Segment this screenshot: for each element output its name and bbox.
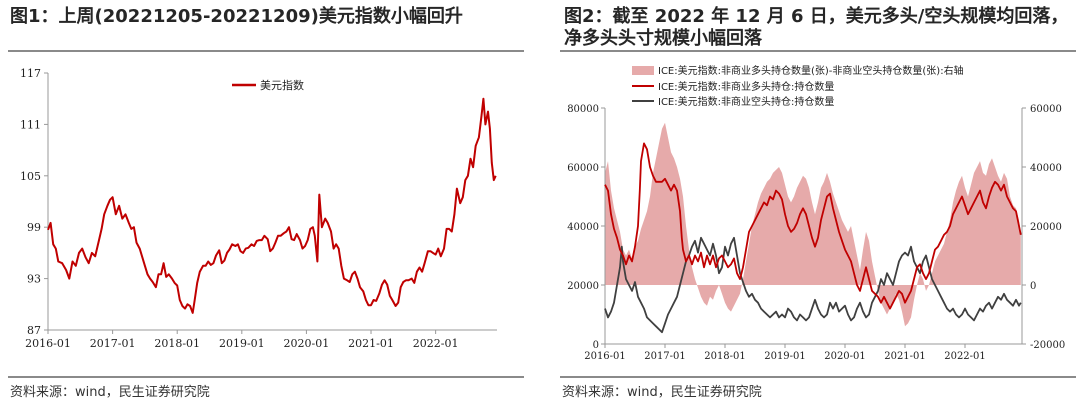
left-x-tick-label: 2017-01 <box>90 337 136 350</box>
left-x-tick-label: 2021-01 <box>348 337 394 350</box>
right-left-y-tick-label: 80000 <box>567 104 599 115</box>
right-source-note: 资料来源：wind，民生证券研究院 <box>562 385 762 400</box>
right-x-tick-label: 2019-01 <box>764 351 806 362</box>
right-figure-title: 图2：截至 2022 年 12 月 6 日，美元多头/空头规模均回落，净多头头寸… <box>564 6 1069 49</box>
left-legend-label: 美元指数 <box>260 78 304 92</box>
right-legend-label-long: ICE:美元指数:非商业多头持仓:持仓数量 <box>658 80 834 93</box>
right-left-y-tick-label: 0 <box>593 340 599 351</box>
right-x-tick-label: 2018-01 <box>704 351 746 362</box>
right-series-area-net-position <box>605 122 1021 327</box>
right-figure-panel: 图2：截至 2022 年 12 月 6 日，美元多头/空头规模均回落，净多头头寸… <box>552 0 1080 403</box>
right-right-y-tick-label: 20000 <box>1030 222 1062 233</box>
right-x-tick-label: 2022-01 <box>944 351 986 362</box>
left-dollar-index-chart: 87 93 99 105 111 117 2016-01 2017-01 2018-01 2019… <box>20 67 497 350</box>
left-title-rule <box>8 50 524 52</box>
left-source-note: 资料来源：wind，民生证券研究院 <box>10 385 210 400</box>
right-legend-label-short: ICE:美元指数:非商业空头持仓:持仓数量 <box>658 95 834 108</box>
left-y-tick-label: 93 <box>27 273 41 286</box>
right-x-tick-label: 2016-01 <box>584 351 626 362</box>
left-x-tick-label: 2018-01 <box>154 337 200 350</box>
left-x-tick-label: 2016-01 <box>25 337 71 350</box>
right-title-rule <box>560 50 1076 52</box>
left-x-tick-label: 2020-01 <box>284 337 330 350</box>
right-legend-label-area: ICE:美元指数:非商业多头持仓数量(张)-非商业空头持仓数量(张):右轴 <box>658 64 964 77</box>
left-source-rule <box>8 376 524 378</box>
right-right-y-tick-label: 40000 <box>1030 163 1062 174</box>
right-left-y-tick-label: 60000 <box>567 163 599 174</box>
left-series-line-dollar-index <box>47 97 497 314</box>
left-y-tick-label: 87 <box>27 324 41 337</box>
left-figure-panel: 图1：上周(20221205-20221209)美元指数小幅回升 87 93 99 1… <box>0 0 528 403</box>
right-x-tick-label: 2017-01 <box>644 351 686 362</box>
right-right-y-tick-label: 60000 <box>1030 104 1062 115</box>
right-positions-chart: 0 20000 40000 60000 80000 -20000 0 20000 40000 60… <box>567 64 1065 362</box>
right-left-y-tick-label: 40000 <box>567 222 599 233</box>
left-figure-title: 图1：上周(20221205-20221209)美元指数小幅回升 <box>10 6 463 27</box>
left-y-tick-label: 105 <box>20 170 41 183</box>
right-source-rule <box>560 376 1076 378</box>
right-left-y-tick-label: 20000 <box>567 281 599 292</box>
right-right-y-tick-label: -20000 <box>1030 340 1065 351</box>
right-series-line-short-positions <box>604 236 1022 334</box>
left-x-tick-label: 2022-01 <box>413 337 459 350</box>
right-legend-swatch-area <box>632 66 654 75</box>
right-x-tick-label: 2021-01 <box>884 351 926 362</box>
right-series-line-long-positions <box>604 142 1022 310</box>
right-right-y-tick-label: 0 <box>1030 281 1036 292</box>
left-y-tick-label: 117 <box>20 67 41 80</box>
left-y-tick-label: 99 <box>27 221 41 234</box>
left-x-tick-label: 2019-01 <box>219 337 265 350</box>
left-y-tick-label: 111 <box>20 118 41 131</box>
right-x-tick-label: 2020-01 <box>824 351 866 362</box>
